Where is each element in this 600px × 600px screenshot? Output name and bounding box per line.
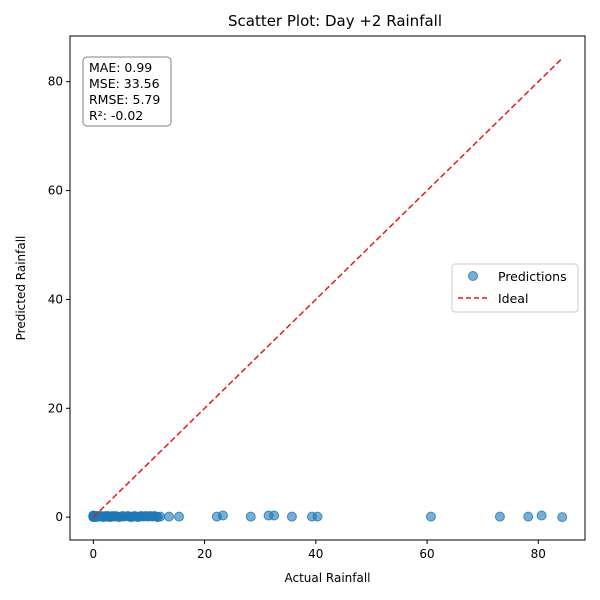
legend-frame <box>451 263 579 313</box>
y-axis-label: Predicted Rainfall <box>14 236 28 341</box>
legend-label-predictions: Predictions <box>498 269 567 284</box>
chart-title: Scatter Plot: Day +2 Rainfall <box>228 12 442 30</box>
legend-marker-predictions <box>468 271 478 281</box>
series-layer <box>88 57 568 523</box>
stats-mae: MAE: 0.99 <box>89 60 152 75</box>
scatter-point <box>494 511 505 522</box>
scatter-point <box>217 510 228 521</box>
scatter-point <box>245 511 256 522</box>
stats-box: MAE: 0.99 MSE: 33.56 RMSE: 5.79 R²: -0.0… <box>82 56 172 127</box>
scatter-point <box>536 510 547 521</box>
x-tick-label: 80 <box>531 547 546 561</box>
legend-label-ideal: Ideal <box>498 291 528 306</box>
scatter-point <box>425 511 436 522</box>
y-tick-label: 0 <box>55 510 63 524</box>
scatter-point <box>312 511 323 522</box>
x-tick-label: 60 <box>419 547 434 561</box>
scatter-point <box>269 510 280 521</box>
x-tick-label: 0 <box>90 547 98 561</box>
x-tick-label: 40 <box>308 547 323 561</box>
legend: Predictions Ideal <box>451 263 579 313</box>
y-tick-label: 80 <box>48 75 63 89</box>
stats-r2: R²: -0.02 <box>89 108 143 123</box>
plot-frame <box>69 35 586 541</box>
x-axis-label: Actual Rainfall <box>284 571 370 585</box>
scatter-point <box>164 511 174 522</box>
y-axis-ticks: 0 20 40 60 80 <box>48 75 70 524</box>
scatter-point <box>557 512 568 523</box>
y-tick-label: 40 <box>48 292 63 306</box>
scatter-point <box>286 511 297 522</box>
scatter-point <box>523 511 534 522</box>
x-axis-ticks: 0 20 40 60 80 <box>90 540 546 561</box>
stats-rmse: RMSE: 5.79 <box>89 92 160 107</box>
x-tick-label: 20 <box>197 547 212 561</box>
scatter-point <box>174 511 185 522</box>
ideal-line <box>92 57 563 518</box>
stats-mse: MSE: 33.56 <box>89 76 160 91</box>
stats-box-frame <box>82 56 172 127</box>
scatter-point <box>155 511 166 522</box>
y-tick-label: 20 <box>48 401 63 415</box>
y-tick-label: 60 <box>48 184 63 198</box>
